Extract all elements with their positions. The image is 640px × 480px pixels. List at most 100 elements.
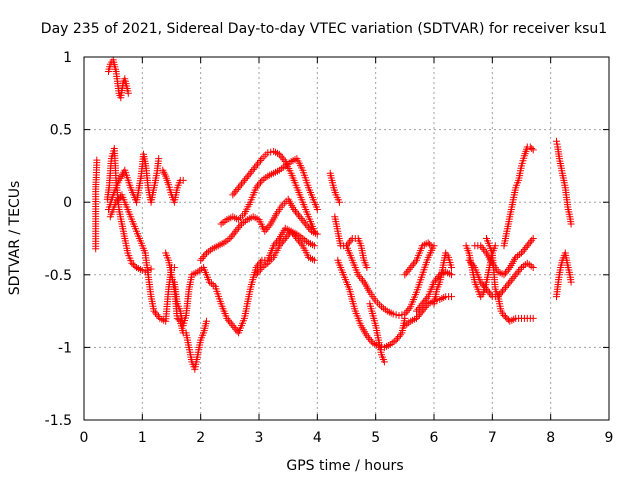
data-point bbox=[243, 173, 251, 181]
data-point bbox=[251, 164, 259, 172]
data-point bbox=[478, 244, 486, 252]
data-point bbox=[232, 325, 240, 333]
data-point bbox=[509, 274, 517, 282]
data-point bbox=[468, 260, 476, 268]
data-point bbox=[502, 284, 509, 291]
series-arc-i bbox=[217, 155, 321, 228]
data-point bbox=[294, 211, 302, 219]
data-point bbox=[203, 317, 210, 325]
data-point bbox=[427, 242, 435, 250]
data-point bbox=[553, 137, 560, 145]
data-point bbox=[413, 307, 420, 315]
data-point bbox=[252, 184, 260, 192]
data-point bbox=[499, 287, 506, 295]
data-point bbox=[345, 238, 353, 246]
data-point bbox=[310, 242, 318, 250]
series-high-arc bbox=[105, 56, 132, 102]
data-point bbox=[415, 304, 423, 311]
data-point bbox=[432, 276, 439, 284]
data-point bbox=[398, 311, 406, 319]
data-point bbox=[175, 316, 183, 324]
y-tick-label: 1 bbox=[63, 50, 72, 66]
data-point bbox=[448, 271, 455, 279]
data-point bbox=[389, 310, 397, 318]
axes-layer: 0 1 2 3 4 5 6 7 8 9 -1.5 -1 -0.5 0 0.5 1 bbox=[45, 50, 614, 446]
data-point bbox=[227, 233, 235, 241]
data-point bbox=[366, 335, 374, 343]
data-point bbox=[421, 296, 429, 304]
data-point bbox=[520, 245, 528, 253]
data-point bbox=[394, 334, 401, 342]
data-point bbox=[292, 207, 299, 215]
data-point bbox=[278, 154, 286, 162]
data-point bbox=[526, 238, 534, 246]
series-arc-j bbox=[252, 227, 318, 279]
data-point bbox=[278, 238, 286, 246]
data-point bbox=[252, 162, 260, 170]
data-point bbox=[236, 222, 244, 230]
data-point bbox=[114, 196, 121, 204]
data-point bbox=[248, 167, 256, 175]
data-point bbox=[526, 143, 534, 151]
series-arc-k bbox=[331, 213, 371, 271]
data-point bbox=[503, 282, 511, 290]
data-point bbox=[414, 313, 422, 320]
data-point bbox=[402, 308, 410, 316]
data-point bbox=[502, 313, 509, 321]
data-point bbox=[410, 260, 418, 268]
data-point bbox=[201, 251, 209, 259]
data-point bbox=[404, 267, 412, 275]
data-point bbox=[500, 312, 508, 319]
data-point bbox=[478, 280, 486, 288]
x-tick-label: 6 bbox=[430, 430, 439, 446]
data-point bbox=[347, 236, 355, 244]
data-point bbox=[477, 278, 485, 286]
data-point bbox=[280, 156, 288, 164]
data-point bbox=[277, 152, 285, 160]
data-point bbox=[310, 227, 318, 235]
data-point bbox=[415, 311, 423, 319]
series-arc-x bbox=[553, 137, 575, 228]
y-tick-label: -1 bbox=[58, 340, 72, 356]
data-point bbox=[420, 298, 428, 306]
data-point bbox=[265, 222, 273, 230]
data-point bbox=[528, 236, 536, 244]
y-tick-label: -0.5 bbox=[45, 268, 72, 284]
data-point bbox=[424, 239, 432, 247]
data-point bbox=[179, 176, 187, 184]
data-point bbox=[240, 176, 248, 184]
data-point bbox=[224, 316, 232, 324]
series-arc-y bbox=[553, 249, 575, 301]
data-point bbox=[124, 89, 132, 97]
data-point bbox=[223, 314, 231, 322]
data-point bbox=[254, 160, 261, 168]
data-point bbox=[363, 264, 371, 271]
data-point bbox=[395, 333, 403, 340]
data-point bbox=[252, 271, 260, 279]
data-point bbox=[392, 336, 400, 344]
data-point bbox=[408, 262, 416, 270]
data-point bbox=[567, 278, 575, 286]
data-point bbox=[500, 285, 508, 293]
series-arc-w bbox=[500, 143, 537, 250]
data-point bbox=[257, 258, 264, 266]
data-point bbox=[529, 314, 537, 322]
data-point bbox=[401, 271, 409, 279]
data-point bbox=[414, 305, 422, 313]
data-point bbox=[417, 309, 425, 317]
data-point bbox=[128, 259, 136, 267]
data-point bbox=[257, 178, 264, 186]
series-arc-a bbox=[103, 145, 155, 276]
data-point bbox=[280, 236, 288, 244]
x-tick-label: 8 bbox=[546, 430, 555, 446]
grid-layer bbox=[84, 57, 609, 420]
x-tick-label: 5 bbox=[371, 430, 380, 446]
data-point bbox=[152, 309, 159, 317]
data-point bbox=[264, 149, 272, 157]
data-point bbox=[255, 267, 263, 275]
data-point bbox=[497, 289, 505, 297]
data-point bbox=[226, 235, 234, 242]
data-point bbox=[275, 150, 283, 158]
data-point bbox=[487, 291, 495, 299]
